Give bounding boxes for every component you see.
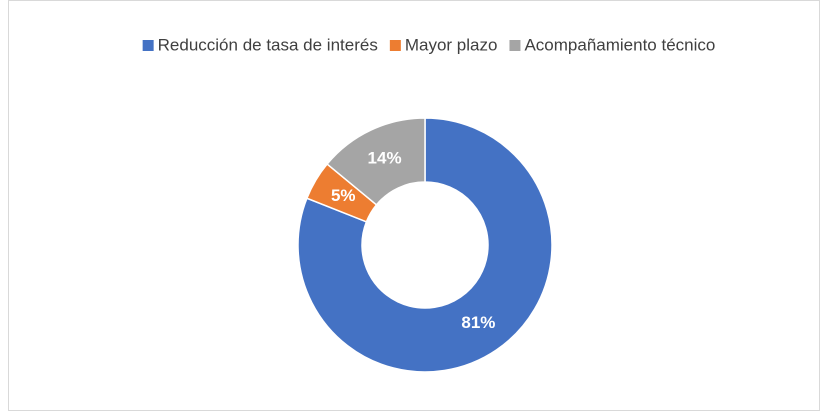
legend-swatch <box>389 40 401 51</box>
legend: Reducción de tasa de interés Mayor plazo A… <box>142 35 715 54</box>
doughnut: 81% 5% 14% <box>297 117 553 373</box>
data-label: 81% <box>461 313 495 332</box>
slice <box>297 117 553 373</box>
legend-swatch <box>509 40 521 51</box>
legend-label: Reducción de tasa de interés <box>158 35 378 54</box>
data-label: 5% <box>331 186 356 205</box>
legend-swatch <box>142 40 154 51</box>
legend-label: Mayor plazo <box>405 35 498 54</box>
data-label: 14% <box>368 149 402 168</box>
legend-label: Acompañamiento técnico <box>524 35 715 54</box>
slice <box>326 117 426 206</box>
